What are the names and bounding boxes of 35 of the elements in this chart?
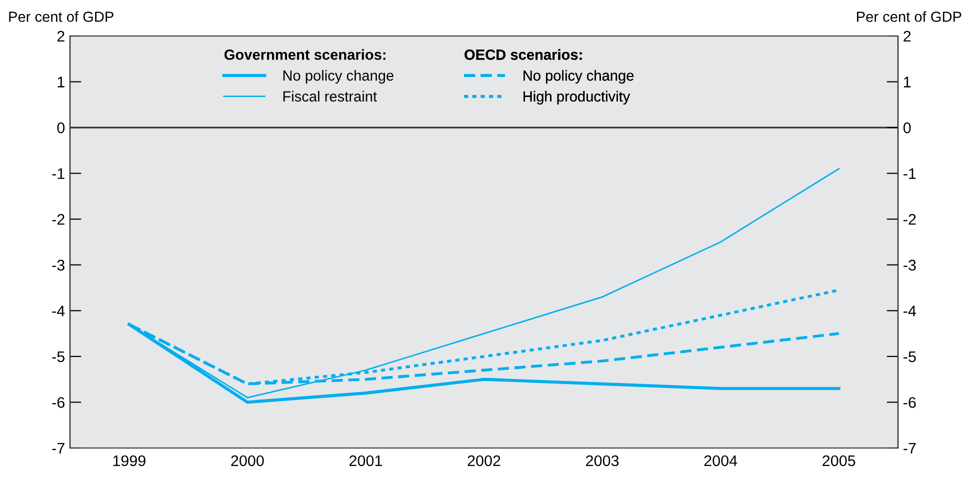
y2-tick-label: 2 [904, 30, 911, 42]
y-tick-label: 1 [58, 76, 64, 88]
x-tick-label: 1999 [113, 455, 146, 466]
y2-tick-label: -4 [904, 306, 916, 316]
y-tick-label: -6 [52, 397, 64, 408]
y-tick-label: -7 [52, 443, 64, 454]
y2-tick-label: -3 [904, 260, 916, 271]
x-tick-label: 2005 [822, 455, 856, 466]
y-tick-label: 0 [57, 122, 65, 134]
y2-tick-label: 1 [904, 76, 911, 88]
y-axis-title: Per cent of GDP [9, 11, 114, 22]
annotation: Government scenarios: [224, 49, 386, 60]
x-tick-label: 2004 [704, 455, 738, 466]
y2-tick-label: 0 [903, 122, 911, 134]
x-tick-label: 2000 [231, 455, 264, 466]
y2-tick-label: -6 [904, 397, 916, 408]
x-tick-label: 2001 [349, 455, 382, 466]
legend-label: No policy change [283, 70, 394, 84]
y-tick-label: -3 [52, 260, 64, 271]
legend-label: Fiscal restraint [283, 90, 377, 102]
y-tick-label: -5 [52, 351, 64, 362]
y2-tick-label: -2 [904, 214, 916, 225]
y-tick-label: 2 [57, 30, 64, 42]
legend-label: No policy change [524, 70, 634, 84]
y2-axis-title: Per cent of GDP [857, 11, 962, 22]
x-tick-label: 2003 [586, 455, 619, 466]
y-tick-label: -4 [52, 306, 65, 316]
legend-label: High productivity [524, 90, 630, 104]
y2-tick-label: -5 [904, 351, 916, 362]
y-tick-label: -2 [52, 214, 64, 225]
y2-tick-label: -7 [904, 443, 916, 454]
annotation: OECD scenarios: [464, 49, 582, 60]
y-tick-label: -1 [52, 168, 64, 179]
x-tick-label: 2002 [468, 455, 500, 466]
y2-tick-label: -1 [904, 168, 916, 179]
